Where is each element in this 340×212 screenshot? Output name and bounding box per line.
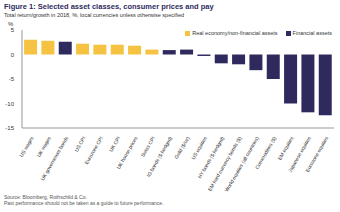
svg-text:EM hard currency bonds ($): EM hard currency bonds ($) <box>206 135 242 192</box>
svg-text:UK wages: UK wages <box>35 135 52 158</box>
html-text:Real economy/non-financial ass: Real economy/non-financial assets <box>192 30 278 36</box>
svg-text:Gold ($/oz): Gold ($/oz) <box>173 135 191 160</box>
svg-text:HY bonds ($ hedged): HY bonds ($ hedged) <box>196 135 226 180</box>
svg-text:-15: -15 <box>8 125 15 131</box>
svg-text:Swiss CPI: Swiss CPI <box>139 135 156 158</box>
html-text:Total return/growth in 2018, %: Total return/growth in 2018, %, local cu… <box>4 12 185 18</box>
svg-text:US CPI: US CPI <box>73 135 87 152</box>
svg-text:Eurozone equities: Eurozone equities <box>304 135 329 173</box>
svg-text:UK house prices: UK house prices <box>115 135 139 170</box>
html-text:Figure 1: Selected asset class: Figure 1: Selected asset classes, consum… <box>4 2 214 11</box>
svg-text:US wages: US wages <box>18 135 35 158</box>
svg-text:Commodities ($): Commodities ($) <box>254 135 278 170</box>
html-text:Past performance should not be: Past performance should not be taken as … <box>4 200 164 206</box>
html-text:Financial assets: Financial assets <box>292 30 332 36</box>
svg-text:0: 0 <box>11 52 15 58</box>
svg-text:UK government bonds: UK government bonds <box>39 135 69 182</box>
svg-text:Japanese equities: Japanese equities <box>286 135 312 174</box>
svg-text:UK CPI: UK CPI <box>108 135 122 152</box>
svg-text:-10: -10 <box>8 101 15 107</box>
svg-text:5: 5 <box>11 27 15 33</box>
svg-text:US equities: US equities <box>190 135 208 161</box>
svg-text:EM equities: EM equities <box>276 135 295 161</box>
html-text:Source: Bloomberg, Rothschild: Source: Bloomberg, Rothschild & Co. <box>4 194 87 200</box>
svg-text:-5: -5 <box>9 76 15 82</box>
svg-text:Eurozone CPI: Eurozone CPI <box>83 135 104 165</box>
svg-text:IG bonds ($ hedged): IG bonds ($ hedged) <box>145 135 173 178</box>
svg-text:World equities (all countries): World equities (all countries) <box>223 135 260 192</box>
